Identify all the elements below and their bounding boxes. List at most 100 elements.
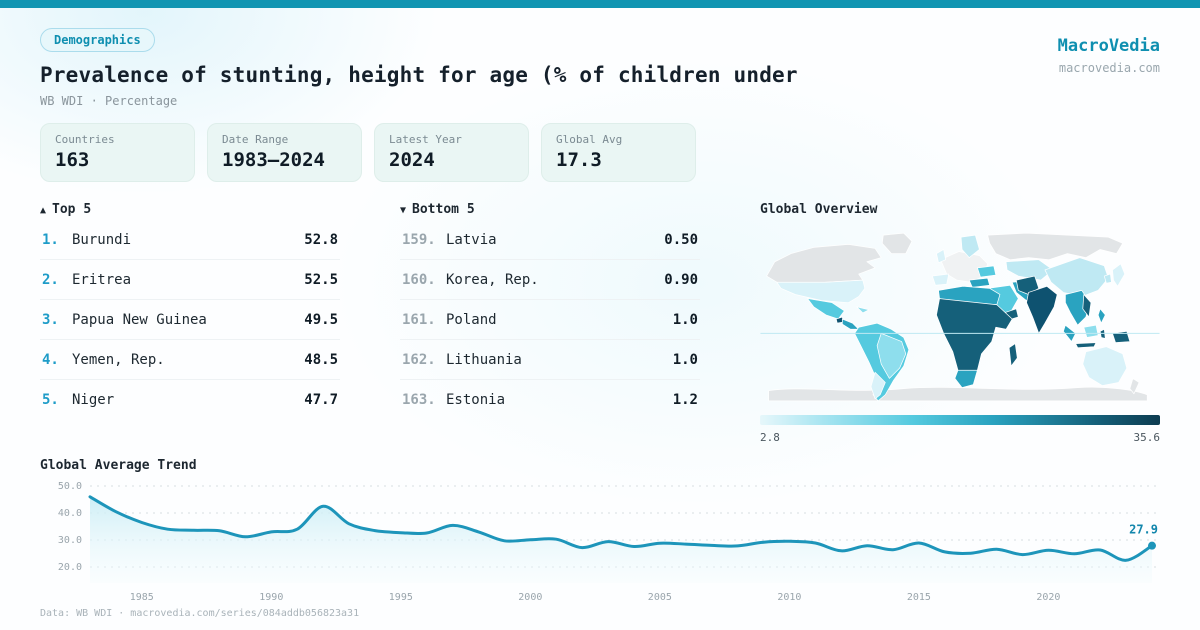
stat-box: Date Range 1983—2024 <box>207 123 362 182</box>
bottom5-list: ▼ Bottom 5 159. Latvia 0.50 160. Korea, R… <box>400 202 700 444</box>
country-name: Burundi <box>72 231 132 248</box>
list-item: 161. Poland 1.0 <box>400 300 700 340</box>
stat-label: Countries <box>55 133 115 146</box>
svg-text:2015: 2015 <box>907 592 931 603</box>
svg-text:2010: 2010 <box>777 592 801 603</box>
region-china <box>1044 257 1109 297</box>
region-canada <box>766 243 882 285</box>
top5-list: ▲ Top 5 1. Burundi 52.8 2. Eritrea 52.5 <box>40 202 340 444</box>
rank-number: 1. <box>42 231 59 248</box>
footer-attribution: Data: WB WDI · macrovedia.com/series/084… <box>40 608 360 619</box>
rank-number: 2. <box>42 271 59 288</box>
rank-number: 163. <box>402 392 436 408</box>
stat-box: Latest Year 2024 <box>374 123 529 182</box>
country-value: 48.5 <box>304 351 338 368</box>
map-title: Global Overview <box>760 202 878 217</box>
country-value: 52.8 <box>304 231 338 248</box>
country-value: 1.2 <box>672 392 698 408</box>
scale-max-label: 35.6 <box>1133 431 1161 444</box>
region-antarctica <box>768 386 1148 402</box>
list-item: 163. Estonia 1.2 <box>400 380 700 420</box>
trend-title: Global Average Trend <box>40 458 197 473</box>
bottom5-rows: 159. Latvia 0.50 160. Korea, Rep. 0.90 1… <box>400 220 700 420</box>
svg-text:50.0: 50.0 <box>58 481 82 492</box>
country-value: 0.90 <box>664 271 698 288</box>
map-panel: Global Overview <box>760 202 1160 444</box>
stat-value: 17.3 <box>556 149 602 171</box>
country-value: 49.5 <box>304 311 338 328</box>
trend-section: Global Average Trend 20.0 30.0 40.0 50.0 198… <box>40 458 1160 605</box>
card-content: Demographics Prevalence of stunting, hei… <box>0 8 1200 605</box>
svg-text:1990: 1990 <box>259 592 283 603</box>
list-item: 159. Latvia 0.50 <box>400 220 700 260</box>
country-name: Poland <box>446 311 497 328</box>
svg-text:1985: 1985 <box>130 592 154 603</box>
arrow-up-icon: ▲ <box>40 205 47 216</box>
main-row: ▲ Top 5 1. Burundi 52.8 2. Eritrea 52.5 <box>40 202 1160 444</box>
country-value: 52.5 <box>304 271 338 288</box>
brand-name: MacroVedia <box>1057 36 1160 56</box>
color-scale-labels: 2.8 35.6 <box>760 431 1160 444</box>
accent-top-bar <box>0 0 1200 8</box>
country-value: 1.0 <box>672 351 698 368</box>
country-name: Yemen, Rep. <box>72 351 165 368</box>
stat-value: 1983—2024 <box>222 149 325 171</box>
stat-box: Countries 163 <box>40 123 195 182</box>
arrow-down-icon: ▼ <box>400 205 407 216</box>
list-item: 3. Papua New Guinea 49.5 <box>40 300 340 340</box>
list-item: 1. Burundi 52.8 <box>40 220 340 260</box>
list-item: 160. Korea, Rep. 0.90 <box>400 260 700 300</box>
top5-title: Top 5 <box>52 202 92 217</box>
country-name: Lithuania <box>446 351 522 368</box>
country-name: Papua New Guinea <box>72 311 207 328</box>
brand-block: MacroVedia macrovedia.com <box>1058 28 1160 75</box>
svg-text:40.0: 40.0 <box>58 508 82 519</box>
svg-text:1995: 1995 <box>389 592 413 603</box>
country-value: 1.0 <box>672 311 698 328</box>
scale-min-label: 2.8 <box>760 431 780 444</box>
region-usa <box>776 279 866 304</box>
svg-text:20.0: 20.0 <box>58 562 82 573</box>
bottom5-title: Bottom 5 <box>412 202 475 217</box>
rank-number: 160. <box>402 271 436 288</box>
page-title: Prevalence of stunting, height for age (… <box>40 63 798 87</box>
stat-value: 2024 <box>389 149 435 171</box>
category-badge: Demographics <box>40 28 155 52</box>
region-australia <box>1082 346 1128 386</box>
region-europe <box>932 234 997 286</box>
country-name: Estonia <box>446 392 506 408</box>
region-india <box>1026 285 1058 334</box>
stat-box: Global Avg 17.3 <box>541 123 696 182</box>
rank-number: 4. <box>42 351 59 368</box>
rank-number: 162. <box>402 351 436 368</box>
rank-number: 3. <box>42 311 59 328</box>
country-value: 47.7 <box>304 392 338 408</box>
top5-rows: 1. Burundi 52.8 2. Eritrea 52.5 3. Papua… <box>40 220 340 420</box>
list-item: 5. Niger 47.7 <box>40 380 340 420</box>
list-item: 162. Lithuania 1.0 <box>400 340 700 380</box>
stat-label: Date Range <box>222 133 289 146</box>
list-item: 4. Yemen, Rep. 48.5 <box>40 340 340 380</box>
trend-line-chart: 20.0 30.0 40.0 50.0 1985 1990 1995 2000 2005 2010… <box>58 481 1158 603</box>
region-africa <box>936 285 1018 388</box>
rank-number: 161. <box>402 311 436 328</box>
svg-text:27.9: 27.9 <box>1129 523 1158 537</box>
svg-text:2020: 2020 <box>1036 592 1060 603</box>
page-subtitle: WB WDI · Percentage <box>40 94 178 108</box>
stat-value: 163 <box>55 149 90 171</box>
header-left: Demographics Prevalence of stunting, hei… <box>40 28 798 108</box>
country-value: 0.50 <box>664 231 698 248</box>
list-item: 2. Eritrea 52.5 <box>40 260 340 300</box>
rank-number: 159. <box>402 231 436 248</box>
stat-label: Latest Year <box>389 133 462 146</box>
stat-label: Global Avg <box>556 133 623 146</box>
rank-number: 5. <box>42 392 59 408</box>
svg-text:2000: 2000 <box>518 592 542 603</box>
country-name: Korea, Rep. <box>446 271 539 288</box>
country-name: Latvia <box>446 231 497 248</box>
stats-row: Countries 163 Date Range 1983—2024 Lates… <box>40 123 1160 182</box>
svg-text:30.0: 30.0 <box>58 535 82 546</box>
country-name: Eritrea <box>72 271 132 288</box>
svg-text:2005: 2005 <box>648 592 672 603</box>
region-south-america <box>854 322 910 402</box>
